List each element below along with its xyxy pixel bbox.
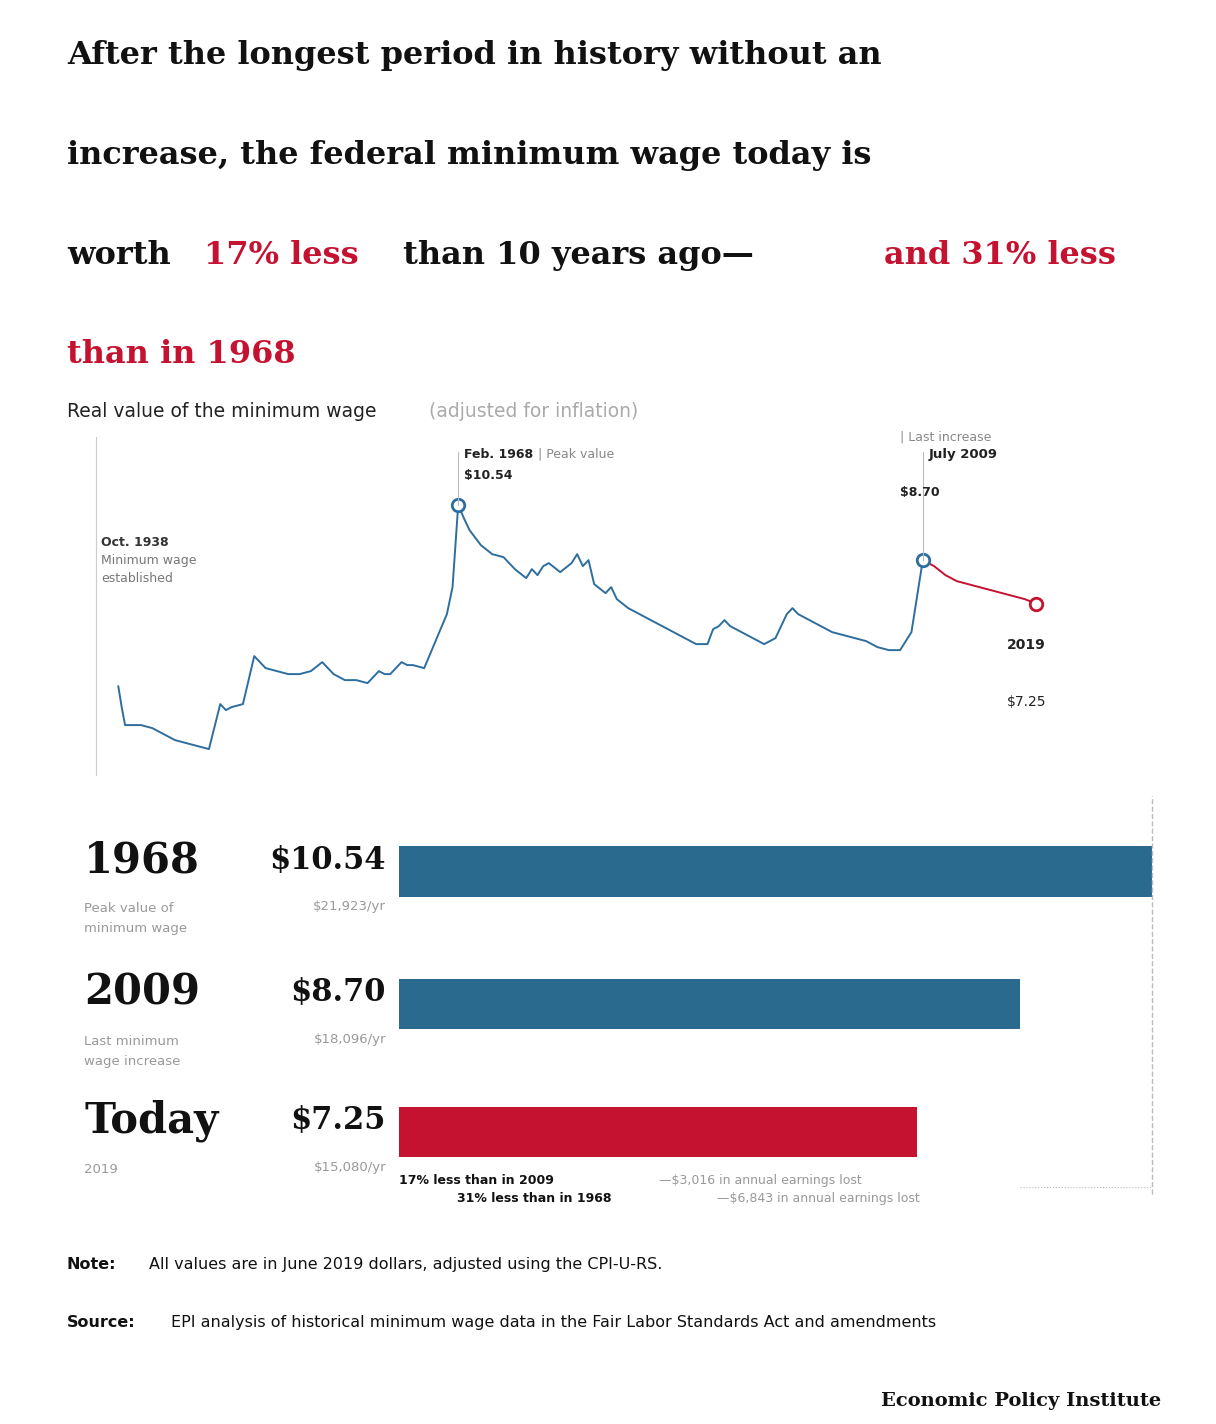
Text: —$3,016 in annual earnings lost: —$3,016 in annual earnings lost [659, 1173, 862, 1186]
Text: $10.54: $10.54 [270, 844, 387, 876]
Text: Economic Policy Institute: Economic Policy Institute [882, 1391, 1161, 1410]
FancyBboxPatch shape [399, 846, 1152, 897]
Text: established: established [101, 572, 173, 585]
Text: $8.70: $8.70 [900, 486, 940, 498]
Text: than 10 years ago—: than 10 years ago— [392, 239, 754, 271]
Text: Last minimum: Last minimum [84, 1035, 179, 1048]
Text: 1968: 1968 [84, 840, 199, 881]
Text: | Last increase: | Last increase [900, 430, 991, 443]
Text: EPI analysis of historical minimum wage data in the Fair Labor Standards Act and: EPI analysis of historical minimum wage … [170, 1314, 936, 1330]
FancyBboxPatch shape [399, 1106, 917, 1158]
Text: July 2009: July 2009 [929, 447, 997, 461]
Text: 17% less than in 2009: 17% less than in 2009 [399, 1173, 554, 1186]
Text: Peak value of: Peak value of [84, 903, 174, 916]
Text: 2019: 2019 [84, 1163, 118, 1176]
Text: $18,096/yr: $18,096/yr [314, 1032, 387, 1045]
Text: $21,923/yr: $21,923/yr [314, 900, 387, 913]
Text: | Peak value: | Peak value [537, 447, 614, 461]
Text: Source:: Source: [67, 1314, 135, 1330]
Text: than in 1968: than in 1968 [67, 339, 295, 370]
Text: (adjusted for inflation): (adjusted for inflation) [423, 402, 638, 422]
Text: $7.25: $7.25 [1007, 695, 1046, 709]
Text: worth: worth [67, 239, 181, 271]
Text: 2009: 2009 [84, 973, 199, 1014]
Text: 31% less than in 1968: 31% less than in 1968 [457, 1192, 612, 1205]
FancyBboxPatch shape [399, 978, 1020, 1030]
Text: Feb. 1968: Feb. 1968 [463, 447, 533, 461]
Text: wage increase: wage increase [84, 1055, 180, 1068]
Text: and 31% less: and 31% less [884, 239, 1116, 271]
Text: $7.25: $7.25 [291, 1105, 387, 1136]
Text: Note:: Note: [67, 1257, 117, 1273]
Text: —$6,843 in annual earnings lost: —$6,843 in annual earnings lost [717, 1192, 919, 1205]
Text: Today: Today [84, 1099, 219, 1142]
Text: Real value of the minimum wage: Real value of the minimum wage [67, 402, 377, 422]
Text: increase, the federal minimum wage today is: increase, the federal minimum wage today… [67, 140, 872, 171]
Text: Minimum wage: Minimum wage [101, 554, 197, 567]
Text: 2019: 2019 [1007, 638, 1046, 652]
Text: $15,080/yr: $15,080/yr [314, 1161, 387, 1173]
Text: $10.54: $10.54 [463, 468, 512, 481]
Text: 17% less: 17% less [204, 239, 359, 271]
Text: $8.70: $8.70 [291, 977, 387, 1008]
Text: minimum wage: minimum wage [84, 923, 187, 936]
Text: After the longest period in history without an: After the longest period in history with… [67, 40, 882, 71]
Text: All values are in June 2019 dollars, adjusted using the CPI-U-RS.: All values are in June 2019 dollars, adj… [148, 1257, 663, 1273]
Text: Oct. 1938: Oct. 1938 [101, 537, 169, 550]
